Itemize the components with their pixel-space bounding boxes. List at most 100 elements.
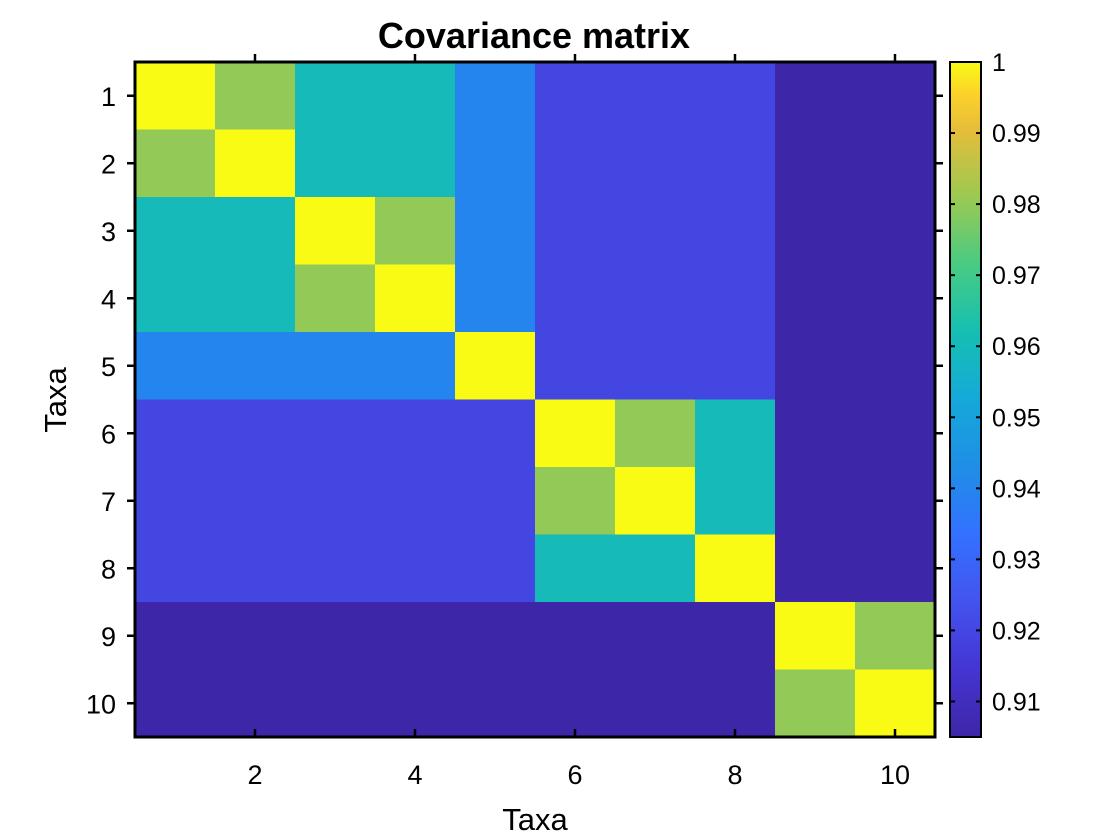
heatmap-cell xyxy=(615,467,696,536)
y-tick-label: 3 xyxy=(101,217,116,247)
colorbar-tick-label: 0.98 xyxy=(992,191,1041,219)
heatmap-cell xyxy=(695,669,776,738)
heatmap-cell xyxy=(535,467,616,536)
heatmap-cell xyxy=(855,669,936,738)
heatmap-cell xyxy=(775,669,856,738)
colorbar-tick-label: 0.93 xyxy=(992,546,1041,574)
x-tick-label: 4 xyxy=(407,760,422,790)
heatmap-cell xyxy=(375,62,456,131)
heatmap-cell xyxy=(455,264,536,333)
heatmap-cell xyxy=(535,264,616,333)
heatmap-cell xyxy=(615,129,696,198)
x-tick-label: 6 xyxy=(567,760,582,790)
heatmap-cell xyxy=(135,534,216,603)
heatmap-cell xyxy=(535,129,616,198)
heatmap-cell xyxy=(695,264,776,333)
colorbar xyxy=(949,61,982,738)
y-tick-label: 10 xyxy=(86,689,116,719)
heatmap-cell xyxy=(855,602,936,671)
colorbar-tick-label: 0.95 xyxy=(992,404,1041,432)
y-tick-label: 2 xyxy=(101,149,116,179)
heatmap-cell xyxy=(295,129,376,198)
heatmap-cell xyxy=(535,399,616,468)
heatmap-cell xyxy=(295,264,376,333)
heatmap-cell xyxy=(455,62,536,131)
heatmap-cell xyxy=(855,197,936,266)
heatmap-cell xyxy=(295,669,376,738)
heatmap-cell xyxy=(295,534,376,603)
y-tick-label: 8 xyxy=(101,554,116,584)
heatmap-cell xyxy=(855,62,936,131)
heatmap-cell xyxy=(535,62,616,131)
x-tick-label: 10 xyxy=(880,760,910,790)
heatmap-cell xyxy=(615,197,696,266)
y-tick-label: 9 xyxy=(101,622,116,652)
heatmap-cell xyxy=(855,264,936,333)
colorbar-tick-label: 0.94 xyxy=(992,475,1041,503)
heatmap-cell xyxy=(295,332,376,401)
heatmap-cell xyxy=(295,399,376,468)
y-tick-label: 7 xyxy=(101,487,116,517)
heatmap-cell xyxy=(215,62,296,131)
colorbar-ticks: 0.91 0.92 0.93 0.94 0.95 0.96 0.97 0.98 0.99 1 xyxy=(950,49,1041,716)
heatmap-cell xyxy=(215,534,296,603)
heatmap-cell xyxy=(455,669,536,738)
heatmap-cell xyxy=(855,399,936,468)
heatmap-cell xyxy=(375,467,456,536)
colorbar-tick-label: 0.92 xyxy=(992,617,1041,645)
x-tick-labels: 2 4 6 8 10 xyxy=(247,760,910,790)
heatmap-cell xyxy=(375,669,456,738)
heatmap-cell xyxy=(375,399,456,468)
heatmap-cells xyxy=(135,62,936,738)
heatmap-cell xyxy=(695,467,776,536)
colorbar-tick-label: 1 xyxy=(992,49,1006,77)
heatmap-cell xyxy=(455,467,536,536)
y-tick-label: 1 xyxy=(101,82,116,112)
heatmap-cell xyxy=(695,62,776,131)
heatmap-cell xyxy=(295,602,376,671)
heatmap-cell xyxy=(375,264,456,333)
heatmap-cell xyxy=(215,264,296,333)
heatmap-cell xyxy=(615,534,696,603)
heatmap-cell xyxy=(375,534,456,603)
y-tick-label: 5 xyxy=(101,352,116,382)
heatmap-cell xyxy=(695,129,776,198)
y-axis-label: Taxa xyxy=(38,367,73,433)
heatmap-cell xyxy=(215,197,296,266)
heatmap-cell xyxy=(695,399,776,468)
colorbar-tick-label: 0.99 xyxy=(992,120,1041,148)
heatmap-cell xyxy=(855,332,936,401)
heatmap-cell xyxy=(855,467,936,536)
y-tick-labels: 1 2 3 4 5 6 7 8 9 10 xyxy=(86,82,116,720)
heatmap-cell xyxy=(135,399,216,468)
heatmap-cell xyxy=(135,602,216,671)
heatmap-cell xyxy=(775,534,856,603)
heatmap-cell xyxy=(135,62,216,131)
heatmap-cell xyxy=(135,197,216,266)
axis-ticks xyxy=(127,54,943,737)
heatmap-cell xyxy=(135,264,216,333)
heatmap-cell xyxy=(855,534,936,603)
heatmap-cell xyxy=(775,332,856,401)
heatmap-cell xyxy=(295,62,376,131)
heatmap-cell xyxy=(535,602,616,671)
heatmap-cell xyxy=(375,197,456,266)
heatmap-cell xyxy=(135,467,216,536)
heatmap-cell xyxy=(535,332,616,401)
heatmap-cell xyxy=(695,197,776,266)
heatmap-cell xyxy=(695,602,776,671)
heatmap-cell xyxy=(775,62,856,131)
heatmap-cell xyxy=(615,264,696,333)
heatmap-cell xyxy=(615,602,696,671)
heatmap-cell xyxy=(295,197,376,266)
heatmap-cell xyxy=(455,197,536,266)
heatmap-cell xyxy=(535,534,616,603)
heatmap-cell xyxy=(775,264,856,333)
colorbar-tick-label: 0.97 xyxy=(992,262,1041,290)
colorbar-tick-label: 0.96 xyxy=(992,333,1041,361)
heatmap-cell xyxy=(615,62,696,131)
heatmap-cell xyxy=(375,332,456,401)
heatmap-cell xyxy=(295,467,376,536)
x-tick-label: 2 xyxy=(247,760,262,790)
